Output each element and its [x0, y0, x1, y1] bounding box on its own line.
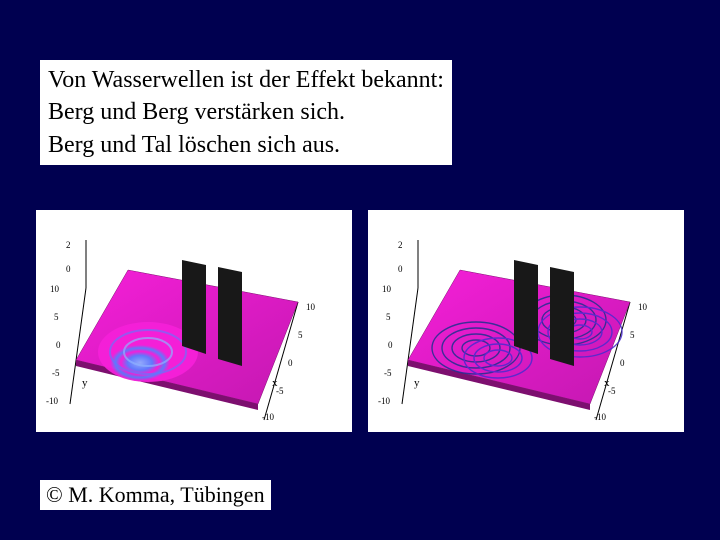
- svg-text:5: 5: [630, 330, 635, 340]
- svg-text:-10: -10: [262, 412, 274, 422]
- svg-text:0: 0: [66, 264, 71, 274]
- svg-text:-5: -5: [384, 368, 392, 378]
- svg-text:2: 2: [398, 240, 403, 250]
- svg-text:2: 2: [66, 240, 71, 250]
- svg-text:0: 0: [288, 358, 293, 368]
- plots-row: 2 0 10 5 0 -5 -10 y 10 5: [36, 210, 684, 432]
- svg-text:5: 5: [386, 312, 391, 322]
- y-axis-label: y: [82, 377, 88, 389]
- slide: Von Wasserwellen ist der Effekt bekannt:…: [0, 0, 720, 540]
- svg-text:0: 0: [56, 340, 61, 350]
- plot-left: 2 0 10 5 0 -5 -10 y 10 5: [36, 210, 352, 432]
- svg-text:-10: -10: [594, 412, 606, 422]
- x-axis-label: x: [604, 377, 610, 389]
- svg-text:5: 5: [298, 330, 303, 340]
- svg-text:10: 10: [382, 284, 392, 294]
- text-line-1: Von Wasserwellen ist der Effekt bekannt:: [48, 64, 444, 96]
- svg-text:0: 0: [398, 264, 403, 274]
- z-axis: 2 0: [398, 240, 418, 288]
- y-axis-label: y: [414, 377, 420, 389]
- y-axis: 10 5 0 -5 -10 y: [46, 284, 88, 406]
- plot-right: 2 0 10 5 0 -5 -10 y 10 5 0 -5: [368, 210, 684, 432]
- text-line-3: Berg und Tal löschen sich aus.: [48, 129, 444, 161]
- z-axis: 2 0: [66, 240, 86, 288]
- svg-text:-10: -10: [46, 396, 58, 406]
- svg-text:0: 0: [620, 358, 625, 368]
- svg-text:10: 10: [638, 302, 648, 312]
- svg-text:-10: -10: [378, 396, 390, 406]
- svg-text:10: 10: [306, 302, 316, 312]
- intro-text: Von Wasserwellen ist der Effekt bekannt:…: [40, 60, 452, 165]
- svg-text:-5: -5: [52, 368, 60, 378]
- x-axis-label: x: [272, 377, 278, 389]
- text-line-2: Berg und Berg verstärken sich.: [48, 96, 444, 128]
- credit-line: © M. Komma, Tübingen: [40, 480, 271, 510]
- y-axis: 10 5 0 -5 -10 y: [378, 284, 420, 406]
- svg-text:10: 10: [50, 284, 60, 294]
- svg-text:0: 0: [388, 340, 393, 350]
- svg-text:5: 5: [54, 312, 59, 322]
